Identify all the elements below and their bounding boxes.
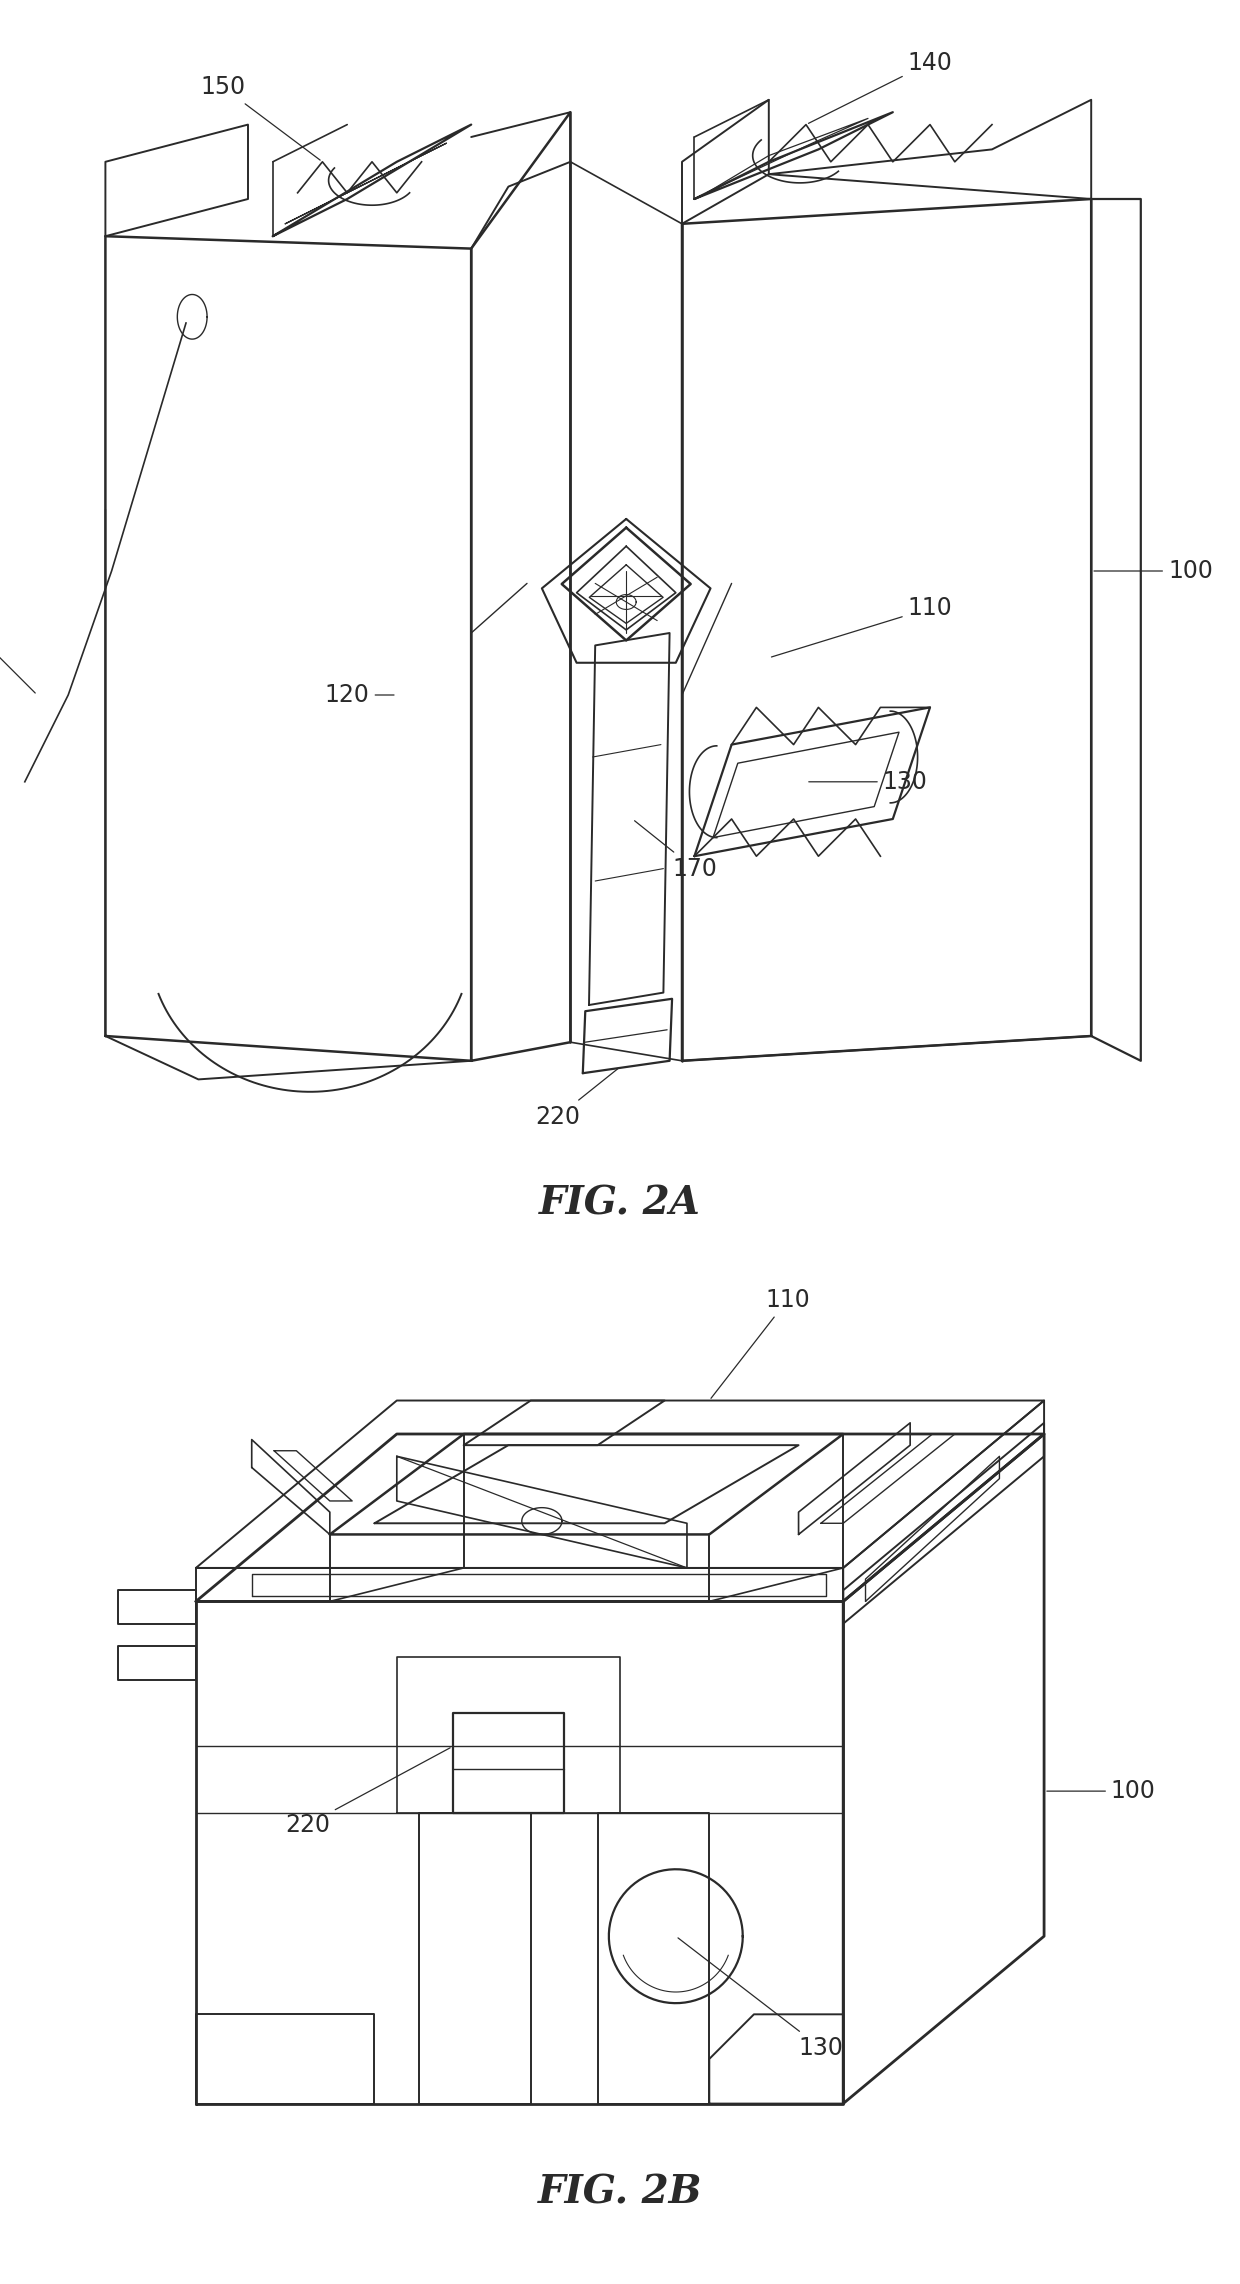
Text: 140: 140 (808, 50, 952, 123)
Text: FIG. 2B: FIG. 2B (538, 2174, 702, 2211)
Text: 130: 130 (678, 1937, 843, 2060)
Text: 120: 120 (325, 683, 394, 708)
Text: 100: 100 (1094, 560, 1213, 582)
Text: 110: 110 (711, 1288, 810, 1398)
Text: 150: 150 (201, 75, 320, 160)
Text: 100: 100 (1047, 1779, 1156, 1802)
Text: 160: 160 (0, 621, 35, 692)
Text: FIG. 2A: FIG. 2A (539, 1185, 701, 1222)
Text: 170: 170 (635, 820, 717, 882)
Text: 220: 220 (285, 1747, 450, 1836)
Text: 220: 220 (536, 1069, 618, 1128)
Text: 110: 110 (771, 596, 952, 658)
Text: 130: 130 (808, 770, 928, 795)
